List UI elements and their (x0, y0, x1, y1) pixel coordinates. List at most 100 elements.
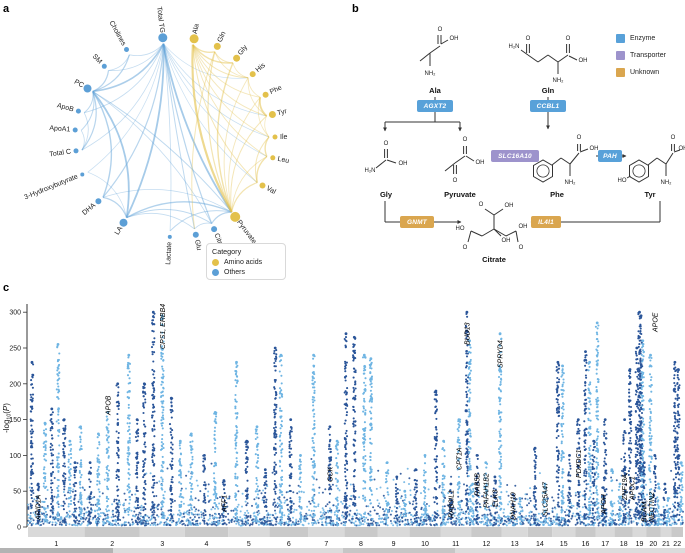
chord-link (256, 155, 268, 183)
y-tick-label: 50 (13, 489, 21, 496)
metabolite-dot (95, 198, 102, 205)
legend-item-transporter: Transporter (616, 51, 666, 60)
metabolite-dot (83, 84, 92, 93)
legend-item-unknown: Unknown (616, 68, 666, 77)
chord-link (125, 43, 165, 218)
gene-label: RAB5B (475, 473, 482, 496)
chromosome-tick-label: 3 (160, 541, 164, 548)
gene-label: BCAM, (642, 500, 649, 522)
molecule-name: Ala (429, 86, 442, 95)
chromosome-band: 1 2 3 4 5 6 7 8 9 10 11 12 13 14 15 16 17 18 19 20 21 22 (28, 527, 683, 548)
chord-link (163, 43, 195, 230)
gene-labels: ARID1A APOB CPS1, ERBB4 AFF1 GCK RAB3IL1 CPT1A… (36, 304, 660, 522)
metabolite-label: Total C (49, 148, 72, 158)
metabolite-label: PC (73, 79, 85, 90)
chord-link (102, 43, 165, 198)
gnmt-unknown-box: GNMT (400, 216, 434, 228)
tyr-structure: HO OOH NH₂ (618, 135, 685, 186)
chord-link (108, 54, 130, 71)
slc16a10-transporter-box: SLC16A10 (491, 150, 539, 162)
il4i1-unknown-box: IL4I1 (531, 216, 561, 228)
metabolite-label: Val (265, 185, 277, 196)
chromosome-tick-label: 20 (649, 541, 657, 548)
chord-link (163, 43, 172, 231)
chromosome-tick-label: 22 (673, 541, 681, 548)
legend-item-enzyme: Enzyme (616, 34, 666, 43)
chord-link (247, 77, 261, 98)
pah-enzyme-box: PAH (598, 150, 622, 162)
gene-label: SLC25A47 (543, 481, 550, 516)
metabolite-label: Lactate (165, 242, 173, 265)
chord-link (126, 212, 195, 230)
gene-label: DNAH10 (510, 492, 517, 520)
chord-link (84, 43, 164, 114)
chord-link (92, 90, 130, 218)
metabolite-label: Total TG (155, 6, 165, 33)
metabolite-dot (259, 182, 266, 189)
molecule-name: Citrate (482, 255, 506, 264)
svg-text:OH: OH (476, 160, 485, 166)
molecule-name: Pyruvate (444, 190, 476, 199)
phe-structure: O OH NH₂ (533, 135, 599, 186)
svg-text:HO: HO (456, 226, 465, 232)
chord-link (223, 77, 249, 213)
metabolite-dot (262, 91, 269, 98)
svg-text:O: O (577, 135, 582, 141)
svg-text:H₂N: H₂N (509, 44, 520, 50)
chord-link (92, 43, 165, 93)
svg-text:O: O (384, 141, 389, 147)
chromosome-tick-label: 21 (662, 541, 670, 548)
svg-text:OH: OH (450, 36, 459, 42)
metabolite-label: Tyr (277, 108, 289, 117)
y-tick-label: 150 (9, 417, 21, 424)
svg-text:O: O (453, 178, 458, 184)
chord-link (211, 211, 232, 224)
metabolite-dot (124, 47, 129, 52)
svg-text:O: O (479, 202, 484, 208)
chord-link (216, 62, 234, 213)
metabolite-dot (213, 42, 221, 50)
chord-link (129, 43, 164, 56)
chromosome-tick-label: 19 (636, 541, 644, 548)
metabolite-dot (249, 71, 256, 78)
panel-a-label: a (3, 3, 10, 15)
pyruvate-structure: O O OH (444, 137, 485, 184)
metabolite-dot (72, 127, 78, 133)
gene-label: RAB3IL1 (448, 490, 455, 518)
agxt2-enzyme-box: AGXT2 (417, 100, 453, 112)
svg-text:O: O (566, 36, 571, 42)
metabolite-label: Gly (237, 44, 249, 57)
chord-link (102, 189, 232, 213)
chord-link (214, 51, 233, 64)
pathway-svg: OOHNH₂H₂NOOOHNH₂H₂NOOHOOOHOOHNH₂HOOOHNH₂… (365, 27, 685, 264)
molecule-name: Gly (380, 190, 393, 199)
legend-item-amino-acids: Amino acids (212, 259, 280, 266)
gene-label: APOE (653, 312, 660, 333)
metabolite-dot (192, 231, 199, 238)
chord-link (192, 44, 268, 157)
metabolite-label: SM (91, 53, 103, 65)
gene-label: ZNF19A, (622, 472, 629, 501)
svg-text:O: O (463, 137, 468, 143)
metabolite-label: ApoA1 (49, 125, 71, 133)
chromosome-tick-label: 1 (54, 541, 58, 548)
metabolite-label: Cholines (108, 20, 128, 48)
metabolite-dot (119, 218, 128, 227)
chord-link (163, 43, 268, 157)
chord-link (92, 91, 113, 198)
chord-link (191, 44, 233, 213)
chord-link (162, 43, 233, 213)
legend-item-label: Others (224, 269, 246, 276)
enzyme-swatch-icon (616, 34, 625, 43)
chord-link (81, 43, 164, 151)
chord-link (207, 51, 233, 213)
chromosome-tick-label: 16 (582, 541, 590, 548)
gene-label: GCK (327, 467, 334, 483)
amino-acids-dot-icon (212, 259, 219, 266)
chord-link (108, 43, 164, 71)
chord-link (163, 43, 249, 79)
svg-text:O: O (519, 245, 524, 251)
metabolite-label: His (255, 62, 268, 74)
